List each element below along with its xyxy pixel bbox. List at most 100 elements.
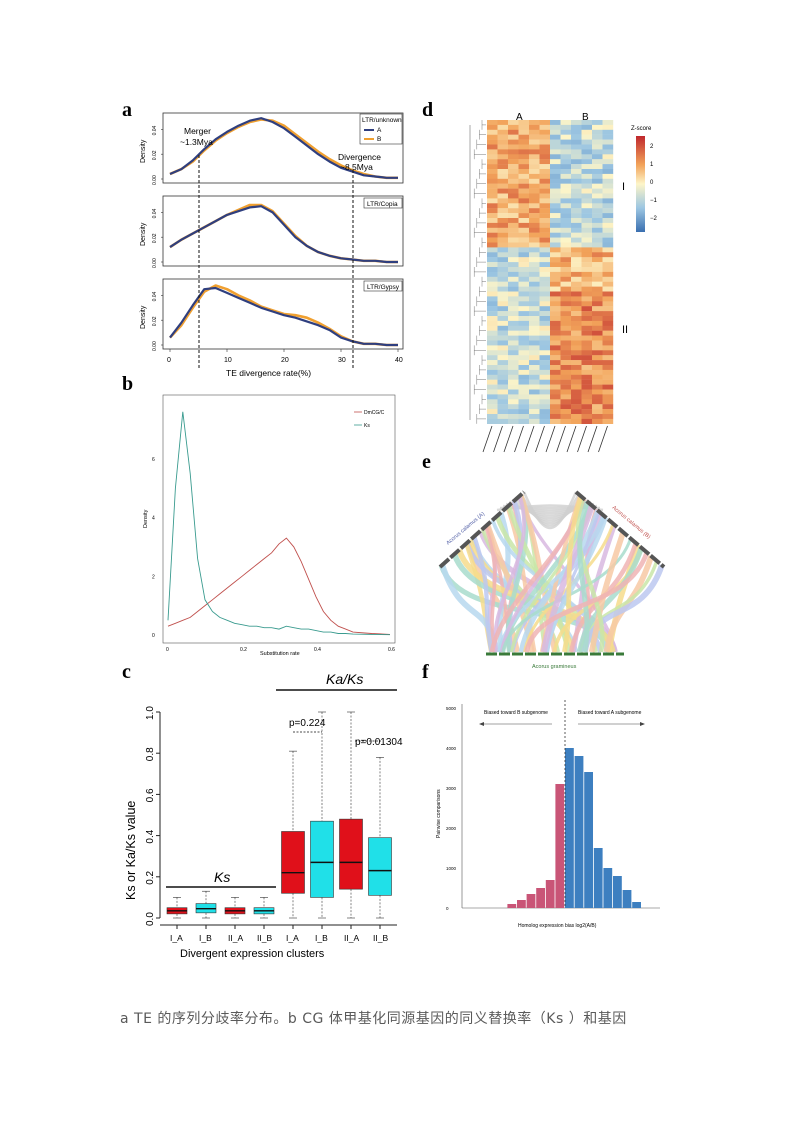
divergence-annotation-2: ~8.5Mya <box>340 162 373 172</box>
heatmap-col-label <box>556 425 566 453</box>
heatmap-cell <box>508 232 519 238</box>
heatmap-cell <box>539 409 551 415</box>
heatmap-cell <box>592 120 603 126</box>
heatmap-cell <box>508 340 519 346</box>
heatmap-cell <box>487 247 498 253</box>
heatmap-cell <box>487 188 498 194</box>
bias-bar <box>574 756 584 908</box>
heatmap-cell <box>529 164 540 170</box>
heatmap-cell <box>539 252 551 258</box>
heatmap-row-group-ii: II <box>622 324 628 336</box>
heatmap-cell <box>550 178 561 184</box>
heatmap-cell <box>497 360 509 366</box>
heatmap-cell <box>602 169 614 175</box>
heatmap-cell <box>560 365 572 371</box>
heatmap-col-label <box>545 425 556 453</box>
heatmap-cell <box>497 208 509 214</box>
heatmap-cell <box>518 188 530 194</box>
heatmap-cell <box>581 159 593 165</box>
heatmap-cell <box>560 394 572 400</box>
heatmap-cell <box>571 320 582 326</box>
heatmap-cell <box>497 154 509 160</box>
heatmap-cell <box>592 247 603 253</box>
heatmap-cell <box>539 213 551 219</box>
panel-b-ytick: 0 <box>152 633 155 639</box>
heatmap-cell <box>571 218 582 224</box>
heatmap-cell <box>539 218 551 224</box>
heatmap-cell <box>539 139 551 145</box>
density-line-A-2 <box>169 205 398 264</box>
panel-c-xtick: II_A <box>344 933 359 943</box>
heatmap-cell <box>518 281 530 287</box>
heatmap-cell <box>487 218 498 224</box>
left-bias-text: Biased toward B subgenome <box>484 710 548 716</box>
divergence-annotation-1: Divergence <box>338 152 381 162</box>
heatmap-cell <box>497 139 509 145</box>
panel-a-ylabel-3: Density <box>140 305 147 329</box>
heatmap-cell <box>539 227 551 233</box>
heatmap-cell <box>550 218 561 224</box>
heatmap-cell <box>539 129 551 135</box>
heatmap-cell <box>560 296 572 302</box>
heatmap-cell <box>602 242 614 248</box>
species-label-b: Acorus calamus (B) <box>611 505 652 541</box>
heatmap-cell <box>581 218 593 224</box>
heatmap-cell <box>529 188 540 194</box>
heatmap-cell <box>602 394 614 400</box>
panel-a-ylabel-2: Density <box>140 222 147 246</box>
heatmap-cell <box>487 286 498 292</box>
heatmap-cell <box>529 286 540 292</box>
heatmap-cell <box>602 345 614 351</box>
heatmap-cell <box>560 169 572 175</box>
heatmap-cell <box>550 394 561 400</box>
heatmap-cell <box>581 169 593 175</box>
heatmap-cell <box>497 374 509 380</box>
panel-a-ytick: 0.02 <box>152 233 158 243</box>
heatmap-cell <box>497 311 509 317</box>
panel-label-b: b <box>122 373 133 395</box>
panel-b-ylabel: Density <box>143 509 149 528</box>
bias-bar <box>517 900 526 908</box>
heatmap-cell <box>560 374 572 380</box>
heatmap-cell <box>497 178 509 184</box>
heatmap-cell <box>539 418 551 424</box>
heatmap-cell <box>581 409 593 415</box>
heatmap-cell <box>602 222 614 228</box>
heatmap-cell <box>518 399 530 405</box>
heatmap-cell <box>487 252 498 258</box>
heatmap-cell <box>592 159 603 165</box>
heatmap-cell <box>529 306 540 312</box>
heatmap-cell <box>508 198 519 204</box>
heatmap-cell <box>602 120 614 126</box>
heatmap-cell <box>508 360 519 366</box>
heatmap-cell <box>571 262 582 268</box>
heatmap-cell <box>487 316 498 322</box>
heatmap-cell <box>487 306 498 312</box>
heatmap-cell <box>497 340 509 346</box>
heatmap-cell <box>550 374 561 380</box>
heatmap-cell <box>487 198 498 204</box>
heatmap-cell <box>497 418 509 424</box>
heatmap-cell <box>487 399 498 405</box>
heatmap-cell <box>550 173 561 179</box>
heatmap-cell <box>487 276 498 282</box>
heatmap-cell <box>592 340 603 346</box>
species-label-bottom: Acorus gramineus <box>532 664 577 670</box>
heatmap-cell <box>518 169 530 175</box>
heatmap-cell <box>539 124 551 130</box>
heatmap-cell <box>592 252 603 258</box>
panel-c-xtick: I_B <box>315 933 328 943</box>
legend-ks-label: Ks <box>364 423 370 429</box>
heatmap-cell <box>560 384 572 390</box>
heatmap-cell <box>539 271 551 277</box>
heatmap-cell <box>497 222 509 228</box>
heatmap-cell <box>550 404 561 410</box>
heatmap-cell <box>539 281 551 287</box>
heatmap-cell <box>602 203 614 209</box>
heatmap-cell <box>571 350 582 356</box>
heatmap-cell <box>550 418 561 424</box>
heatmap-cell <box>529 394 540 400</box>
heatmap-cell <box>560 379 572 385</box>
pvalue-2: p=0.01304 <box>355 737 403 748</box>
